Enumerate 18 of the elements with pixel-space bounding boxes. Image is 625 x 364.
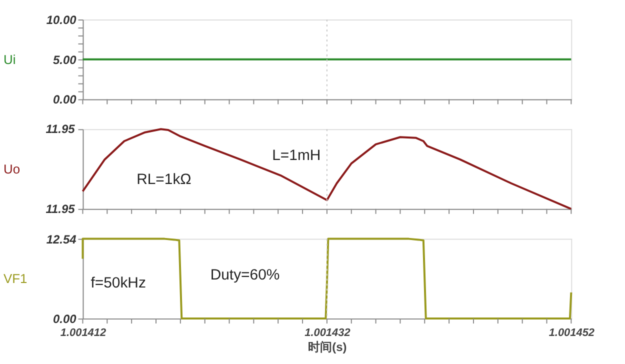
y-tick-label: 0.00 xyxy=(52,92,77,107)
x-tick-label: 1.001432 xyxy=(304,327,350,339)
y-tick-label: 10.00 xyxy=(46,12,77,27)
y-axis-title: Ui xyxy=(3,52,16,67)
annotation: f=50kHz xyxy=(90,274,146,292)
annotation: L=1mH xyxy=(272,147,321,164)
annotation: RL=1kΩ xyxy=(136,170,192,188)
y-tick-label: 0.00 xyxy=(52,312,77,326)
x-axis-title: 时间(s) xyxy=(308,340,347,354)
y-tick-label: 12.54 xyxy=(46,232,77,246)
text: 11.95 xyxy=(46,122,76,136)
x-tick-label: 1.001412 xyxy=(60,327,106,339)
x-tick-label: 1.001452 xyxy=(548,327,595,339)
y-tick-label: 5.00 xyxy=(52,52,77,67)
y-axis-title: Uo xyxy=(3,162,20,177)
annotation: Duty=60% xyxy=(210,266,280,284)
y-axis-title: VF1 xyxy=(3,271,28,286)
text: 11.95 xyxy=(46,202,76,216)
